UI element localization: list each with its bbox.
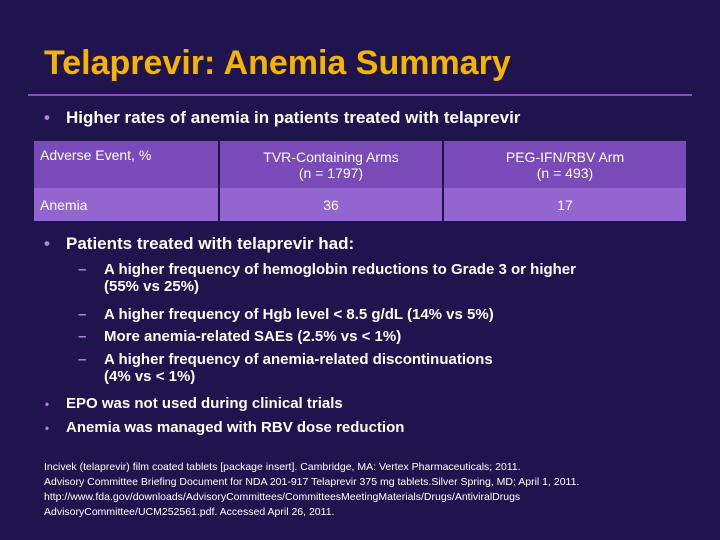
subbullet-saes: – More anemia-related SAEs (2.5% vs < 1%) [78, 328, 401, 345]
header-peg-arm: PEG-IFN/RBV Arm (n = 493) [444, 141, 686, 188]
cell-peg-value: 17 [444, 188, 686, 221]
header-peg-line1: PEG-IFN/RBV Arm [505, 148, 625, 165]
header-tvr-line2: (n = 1797) [298, 164, 364, 181]
reference-line: http://www.fda.gov/downloads/AdvisoryCom… [44, 491, 521, 503]
title-divider [28, 94, 692, 96]
reference-line: Incivek (telaprevir) film coated tablets… [44, 461, 521, 473]
bullet-text: Anemia was managed with RBV dose reducti… [66, 419, 405, 436]
dash-icon: – [78, 328, 87, 345]
slide-title: Telaprevir: Anemia Summary [44, 44, 511, 82]
bullet-patients-had: • Patients treated with telaprevir had: [28, 234, 354, 254]
subbullet-discontinuations: – A higher frequency of anemia-related di… [78, 351, 493, 385]
adverse-event-table: Adverse Event, % TVR-Containing Arms (n … [34, 141, 686, 221]
reference-line: Advisory Committee Briefing Document for… [44, 476, 580, 488]
subbullet-text-cont: (55% vs 25%) [104, 278, 200, 295]
bullet-dot-icon: • [44, 108, 50, 127]
bullet-dot-icon: • [44, 397, 50, 411]
bullet-text: Higher rates of anemia in patients treat… [66, 108, 521, 127]
subbullet-hgb-level: – A higher frequency of Hgb level < 8.5 g… [78, 306, 494, 323]
cell-tvr-value: 36 [220, 188, 442, 221]
bullet-epo: • EPO was not used during clinical trials [28, 395, 343, 412]
header-peg-line2: (n = 493) [536, 164, 594, 181]
header-adverse-event: Adverse Event, % [34, 141, 218, 188]
subbullet-text: More anemia-related SAEs (2.5% vs < 1%) [104, 328, 402, 345]
header-tvr-arms: TVR-Containing Arms (n = 1797) [220, 141, 442, 188]
table-header-row: Adverse Event, % TVR-Containing Arms (n … [34, 141, 686, 188]
bullet-dot-icon: • [44, 421, 50, 435]
subbullet-text: A higher frequency of Hgb level < 8.5 g/… [104, 306, 494, 323]
cell-event: Anemia [34, 188, 218, 221]
bullet-text: EPO was not used during clinical trials [66, 395, 343, 412]
dash-icon: – [78, 261, 87, 278]
dash-icon: – [78, 306, 87, 323]
header-tvr-line1: TVR-Containing Arms [263, 148, 399, 165]
references: Incivek (telaprevir) film coated tablets… [44, 460, 579, 520]
bullet-dot-icon: • [44, 234, 50, 253]
reference-line: AdvisoryCommittee/UCM252561.pdf. Accesse… [44, 506, 335, 518]
subbullet-text: A higher frequency of hemoglobin reducti… [104, 261, 576, 278]
subbullet-text: A higher frequency of anemia-related dis… [104, 351, 493, 368]
table-row: Anemia 36 17 [34, 188, 686, 221]
subbullet-hemoglobin: – A higher frequency of hemoglobin reduct… [78, 261, 576, 295]
subbullet-text-cont: (4% vs < 1%) [104, 368, 196, 385]
bullet-rbv: • Anemia was managed with RBV dose reduct… [28, 419, 405, 436]
bullet-text: Patients treated with telaprevir had: [66, 234, 355, 253]
bullet-anemia-rates: • Higher rates of anemia in patients trea… [28, 108, 520, 128]
dash-icon: – [78, 351, 87, 368]
